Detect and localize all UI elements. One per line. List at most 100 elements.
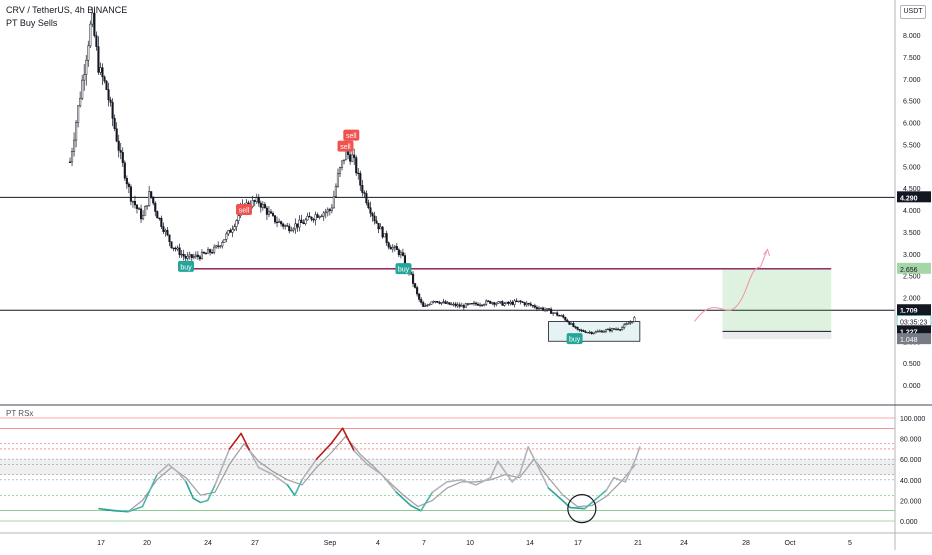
rsi-fast-segment — [185, 481, 195, 500]
candle-body — [99, 67, 102, 73]
price-tag: 03:35:23 — [896, 315, 932, 327]
candle-body — [527, 302, 530, 305]
price-tick-label: 7.000 — [903, 77, 921, 84]
time-tick-label: 20 — [143, 540, 151, 547]
candle-body — [531, 305, 534, 307]
candle-body — [87, 45, 90, 61]
time-tick-label: 27 — [251, 540, 259, 547]
currency-button[interactable]: USDT — [900, 5, 926, 19]
rsi-fast-segment — [330, 427, 344, 445]
candle-body — [487, 300, 490, 302]
candle-body — [140, 208, 143, 220]
candle-body — [353, 154, 356, 158]
rsi-fast-segment — [420, 491, 434, 512]
candle-body — [81, 79, 84, 99]
candle-body — [351, 154, 354, 162]
candle-body — [160, 218, 163, 227]
candle-body — [209, 249, 212, 253]
rsi-fast-segment — [605, 476, 615, 491]
candle-body — [385, 233, 388, 243]
candle-body — [336, 173, 340, 187]
candle-body — [257, 197, 260, 204]
candle-body — [564, 317, 567, 321]
candle-body — [596, 330, 599, 333]
candle-body — [312, 219, 315, 221]
candle-body — [627, 323, 630, 325]
rsi-fast-segment — [301, 458, 318, 481]
candle-body — [298, 219, 301, 228]
candle-body — [174, 247, 177, 250]
rsi-fast-segment — [380, 473, 398, 493]
candle-body — [186, 255, 189, 259]
candle-body — [103, 76, 106, 82]
candle-body — [552, 312, 555, 314]
candle-body — [515, 300, 518, 302]
candle-body — [340, 160, 344, 168]
rsi-fast-segment — [475, 476, 492, 486]
candle-body — [68, 161, 72, 163]
candle-body — [357, 172, 360, 175]
rsi-fast-segment — [591, 489, 608, 504]
candle-body — [395, 246, 398, 251]
forecast-arrow-icon — [763, 248, 770, 257]
candle-body — [391, 247, 394, 250]
candle-body — [204, 252, 208, 255]
candle-body — [164, 230, 167, 232]
candle-body — [105, 80, 108, 90]
rsi-fast-segment — [446, 478, 463, 483]
price-tick-label: 5.500 — [903, 142, 921, 149]
candle-body — [282, 223, 285, 227]
time-tick-label: 5 — [848, 540, 852, 547]
candle-body — [600, 330, 603, 333]
candle-body — [225, 233, 228, 240]
candle-body — [576, 326, 579, 330]
candle-body — [468, 303, 471, 305]
candle-body — [513, 300, 516, 305]
candle-body — [188, 254, 191, 257]
sell-signal-tag: sell — [236, 204, 252, 215]
candle-series — [68, 7, 636, 335]
rsi-fast-segment — [249, 450, 260, 469]
candle-body — [521, 301, 524, 303]
rsi-fast-segment — [127, 505, 144, 513]
rsi-fast-segment — [409, 504, 422, 512]
candle-body — [560, 315, 563, 317]
candle-body — [456, 304, 459, 307]
candle-body — [442, 301, 445, 303]
rsi-fast-segment — [547, 487, 561, 500]
candle-body — [369, 207, 372, 214]
candle-body — [476, 303, 480, 306]
candle-body — [511, 301, 514, 305]
candle-body — [570, 323, 573, 325]
candle-body — [377, 223, 380, 230]
candle-body — [284, 225, 287, 227]
price-tag-bg — [897, 304, 931, 316]
candle-body — [73, 139, 76, 152]
rsi-tick-label: 40.000 — [900, 478, 922, 485]
candle-body — [223, 239, 226, 243]
chart-title: CRV / TetherUS, 4h BINANCE — [6, 5, 128, 15]
rsi-fast-segment — [527, 446, 538, 466]
candle-body — [617, 328, 620, 331]
candle-body — [314, 214, 317, 221]
candle-body — [483, 304, 486, 306]
rsi-slow-line — [98, 435, 636, 513]
candle-body — [373, 215, 376, 222]
candle-body — [479, 304, 482, 306]
main-overlays — [0, 196, 895, 342]
price-tag-text: 4.290 — [900, 195, 918, 202]
candle-body — [464, 303, 467, 308]
candle-body — [211, 252, 214, 254]
candle-body — [450, 303, 453, 306]
candle-body — [438, 302, 441, 304]
rsi-fast-segment — [192, 497, 202, 504]
price-tag-bg — [897, 333, 931, 345]
candle-body — [280, 221, 283, 225]
signal-tag-bg — [343, 129, 360, 141]
rsi-neutral-band — [0, 459, 895, 475]
candle-body — [586, 331, 589, 334]
price-tick-label: 4.000 — [903, 208, 921, 215]
candle-body — [93, 12, 96, 36]
